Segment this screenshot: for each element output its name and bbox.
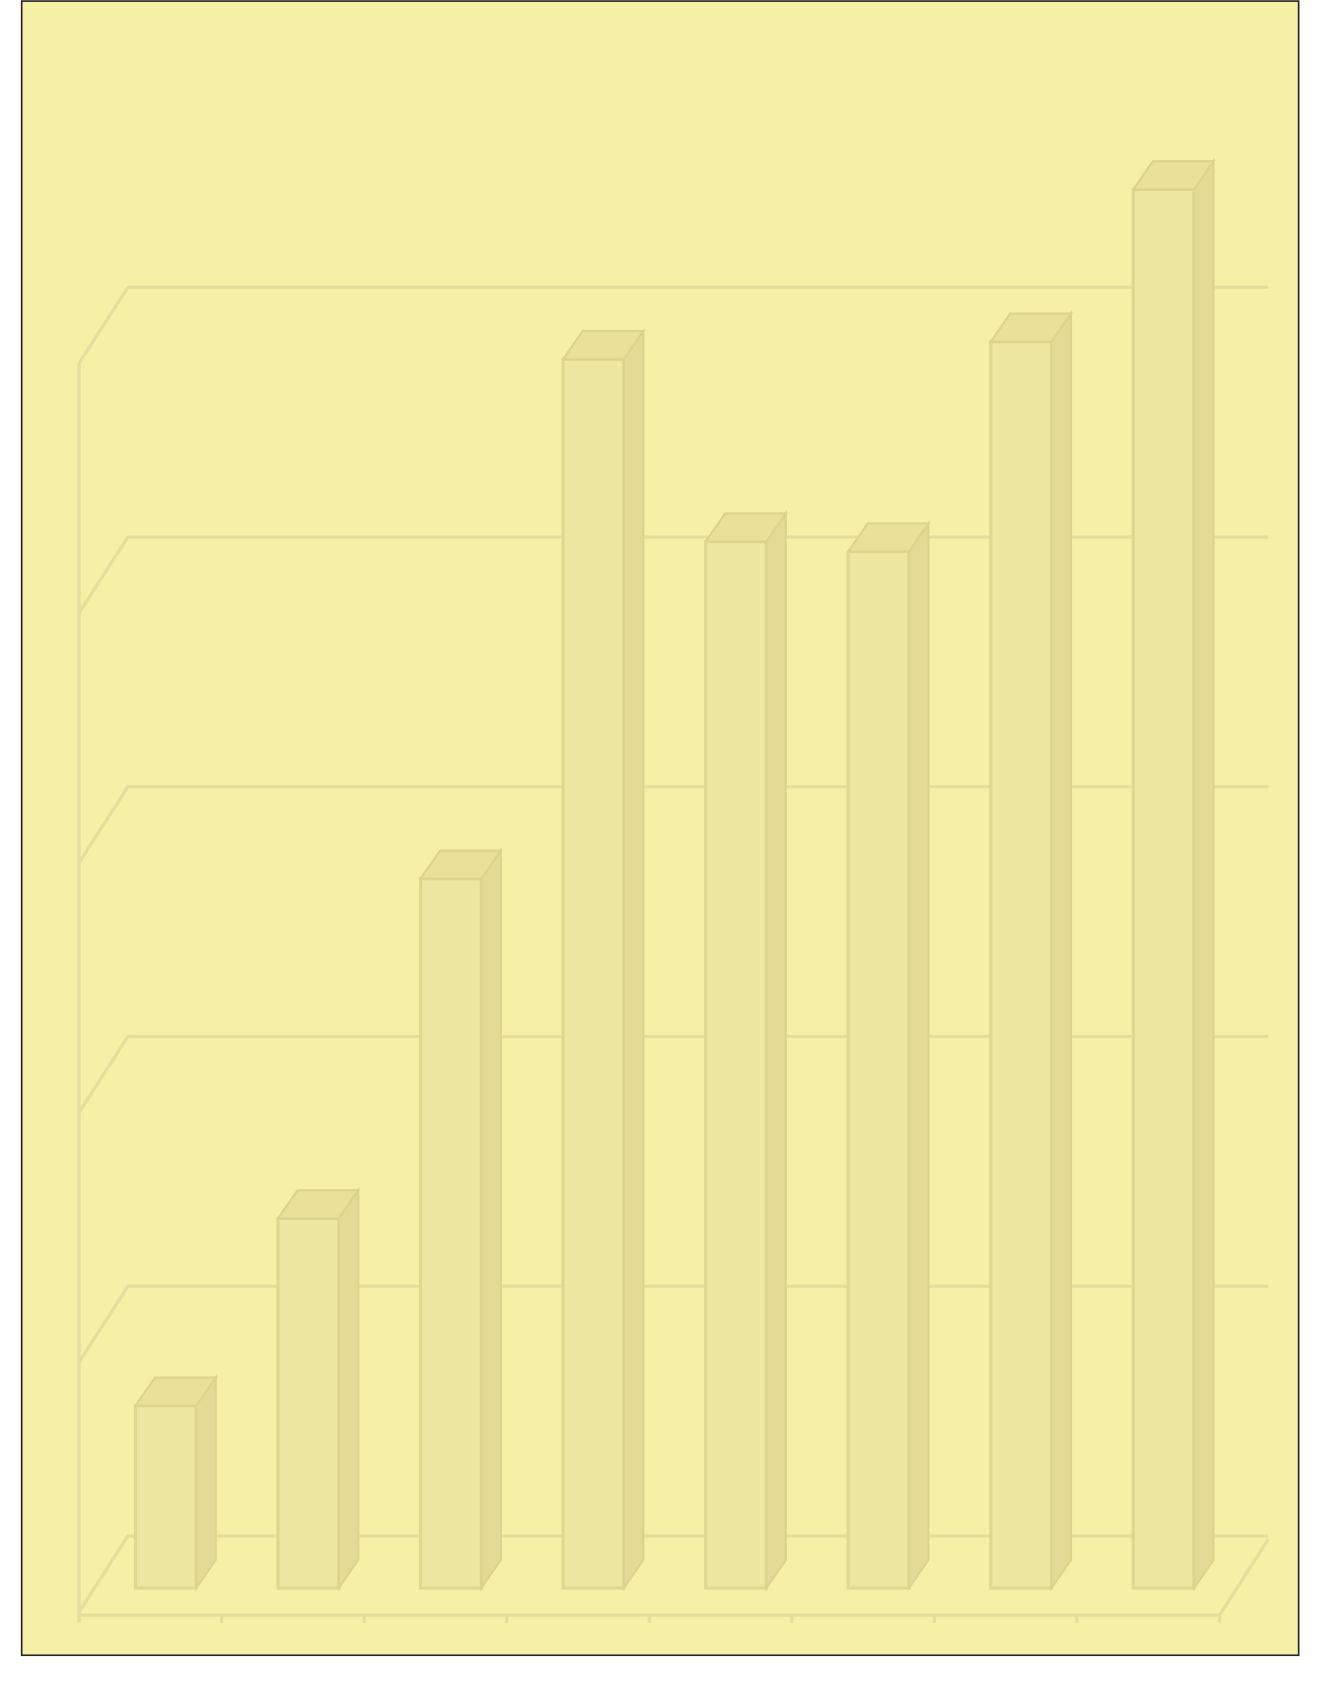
bar-front bbox=[418, 877, 483, 1590]
bar-front bbox=[846, 549, 911, 1590]
bar-side bbox=[765, 509, 787, 1592]
bar-top bbox=[418, 849, 503, 880]
bar-side bbox=[480, 847, 502, 1592]
bar-side bbox=[337, 1186, 360, 1592]
bar-top bbox=[1131, 160, 1216, 191]
chart-area bbox=[20, 0, 1300, 1657]
chart-frame bbox=[20, 0, 1300, 1657]
bar-top bbox=[846, 522, 931, 553]
bar-top bbox=[133, 1376, 218, 1407]
bar-side bbox=[622, 327, 645, 1592]
bar-top bbox=[988, 312, 1074, 343]
bar-front bbox=[989, 340, 1054, 1590]
bar-front bbox=[276, 1216, 341, 1590]
bar-top bbox=[703, 512, 788, 543]
bar-front bbox=[704, 539, 769, 1590]
grid-line bbox=[77, 285, 1269, 365]
bar-side bbox=[1192, 157, 1215, 1592]
bar-side bbox=[907, 519, 930, 1592]
bar-front bbox=[133, 1404, 198, 1590]
bar-front bbox=[561, 357, 626, 1590]
bar-side bbox=[1050, 310, 1073, 1592]
bar-top bbox=[561, 330, 646, 361]
bar-side bbox=[195, 1374, 217, 1592]
bar-front bbox=[1131, 187, 1196, 1590]
bar-top bbox=[275, 1189, 361, 1220]
